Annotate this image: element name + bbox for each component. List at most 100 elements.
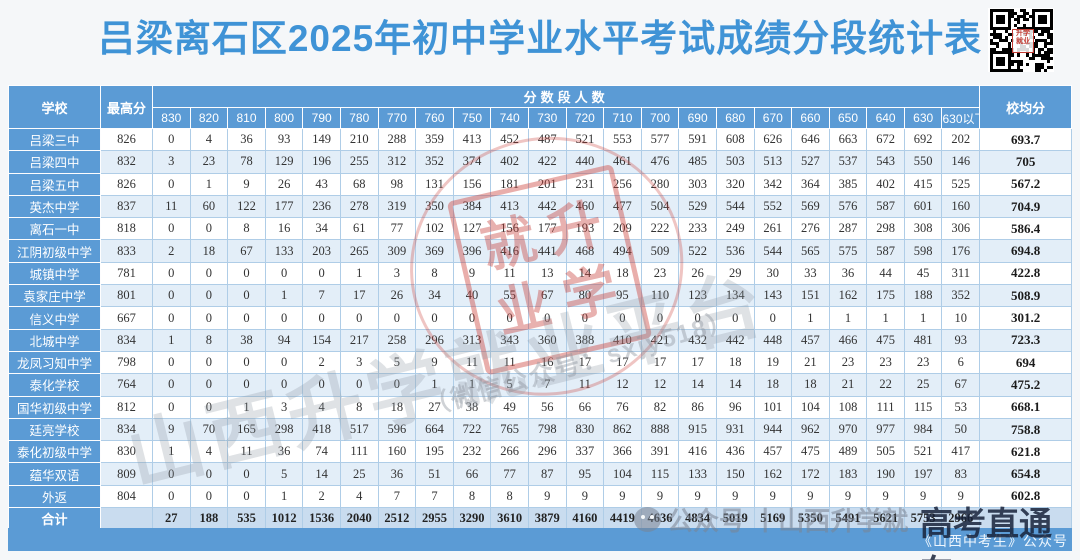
count-cell: 188: [903, 284, 943, 308]
school-name: 吕梁三中: [8, 127, 101, 152]
count-cell: 160: [377, 440, 417, 464]
count-cell: 798: [527, 417, 567, 442]
avg-score-cell: 621.8: [979, 440, 1073, 464]
count-cell: 18: [603, 261, 642, 286]
max-score-cell: 812: [100, 395, 153, 419]
count-cell: 535: [227, 507, 266, 531]
count-cell: 0: [264, 373, 304, 397]
count-cell: 23: [903, 350, 943, 375]
count-cell: 66: [452, 462, 492, 486]
count-cell: 11: [490, 350, 529, 375]
count-cell: 0: [189, 484, 229, 509]
count-cell: 276: [791, 217, 830, 241]
school-name: 英杰中学: [8, 194, 101, 219]
count-cell: 55: [490, 284, 529, 308]
count-cell: 18: [189, 239, 229, 263]
count-cell: 96: [715, 395, 755, 419]
count-cell: 0: [227, 350, 266, 375]
max-score-cell: 833: [100, 239, 153, 263]
count-cell: 0: [227, 462, 266, 486]
total-row: 合计 27 188 535 1012 1536 2040 2512 2955 3290 3610 38…: [8, 507, 1073, 531]
count-cell: 26: [678, 261, 717, 286]
count-cell: 9: [415, 350, 454, 375]
count-cell: 18: [791, 373, 830, 397]
count-cell: 544: [753, 239, 793, 263]
count-cell: 7: [415, 484, 454, 509]
count-cell: 1: [828, 306, 868, 330]
count-cell: 9: [753, 484, 793, 509]
count-cell: 77: [377, 217, 417, 241]
count-cell: 0: [152, 284, 191, 308]
count-cell: 944: [753, 417, 793, 442]
count-cell: 436: [715, 440, 755, 464]
count-cell: 104: [603, 462, 642, 486]
count-cell: 3879: [527, 507, 567, 531]
count-cell: 343: [490, 328, 529, 352]
table-row: 泰化初级中学 830 1 4 11 36 74 111 160 195 232 266 296 337 36…: [8, 440, 1073, 464]
count-cell: 183: [828, 462, 868, 486]
band-header: 730: [527, 107, 567, 129]
band-header: 800: [264, 107, 304, 129]
count-cell: 23: [866, 350, 905, 375]
count-cell: 0: [189, 395, 229, 419]
count-cell: 360: [527, 328, 567, 352]
count-cell: 521: [903, 440, 943, 464]
table-row: 吕梁四中 832 3 23 78 129 196 255 312 352 374 402 422 440 4…: [8, 150, 1073, 174]
count-cell: 9: [565, 484, 605, 509]
count-cell: 3: [264, 395, 304, 419]
count-cell: 36: [828, 261, 868, 286]
count-cell: 552: [753, 194, 793, 219]
count-cell: 591: [678, 127, 717, 152]
max-score-cell: 781: [100, 261, 153, 286]
count-cell: 10: [941, 306, 981, 330]
max-score-cell: 798: [100, 350, 153, 375]
count-cell: 359: [415, 127, 454, 152]
count-cell: 416: [678, 440, 717, 464]
count-cell: 16: [264, 217, 304, 241]
count-cell: 461: [603, 150, 642, 174]
count-cell: 0: [152, 373, 191, 397]
count-cell: 115: [640, 462, 680, 486]
count-cell: 505: [866, 440, 905, 464]
band-header-row: 830 820 810 800 790 780 770 760 750 740 730 720 710 7…: [9, 107, 1072, 129]
max-score-cell: 832: [100, 150, 153, 174]
count-cell: 8: [415, 261, 454, 286]
count-cell: 352: [941, 284, 981, 308]
count-cell: 3290: [452, 507, 492, 531]
band-header: 770: [377, 107, 417, 129]
count-cell: 522: [678, 239, 717, 263]
count-cell: 369: [415, 239, 454, 263]
count-cell: 537: [828, 150, 868, 174]
count-cell: 7: [377, 484, 417, 509]
count-cell: 494: [603, 239, 642, 263]
count-cell: 364: [791, 172, 830, 196]
count-cell: 4419: [603, 507, 642, 531]
count-cell: 288: [377, 127, 417, 152]
count-cell: 8: [490, 484, 529, 509]
count-cell: 388: [565, 328, 605, 352]
count-cell: 432: [678, 328, 717, 352]
count-cell: 0: [264, 261, 304, 286]
count-cell: 9: [791, 484, 830, 509]
count-cell: 442: [715, 328, 755, 352]
count-cell: 36: [264, 440, 304, 464]
count-cell: 544: [715, 194, 755, 219]
count-cell: 5753: [903, 507, 943, 531]
count-cell: 261: [753, 217, 793, 241]
count-cell: 236: [302, 194, 341, 219]
avg-score-cell: 654.8: [979, 462, 1073, 486]
count-cell: 34: [415, 284, 454, 308]
count-cell: 626: [753, 127, 793, 152]
count-cell: 122: [227, 194, 266, 219]
max-score-cell: 764: [100, 373, 153, 397]
count-cell: 2955: [415, 507, 454, 531]
table-row: 廷亮学校 834 9 70 165 298 418 517 596 664 722 765 798 830…: [8, 417, 1073, 442]
count-cell: 489: [828, 440, 868, 464]
count-cell: 970: [828, 417, 868, 442]
school-name: 泰化学校: [8, 373, 101, 397]
count-cell: 255: [339, 150, 379, 174]
max-score-cell: 809: [100, 462, 153, 486]
table-header: 学校 最高分 分数段人数 校均分 830 820 810 800 790 780 770 76…: [8, 85, 1073, 129]
count-cell: 34: [302, 217, 341, 241]
count-cell: 477: [603, 194, 642, 219]
